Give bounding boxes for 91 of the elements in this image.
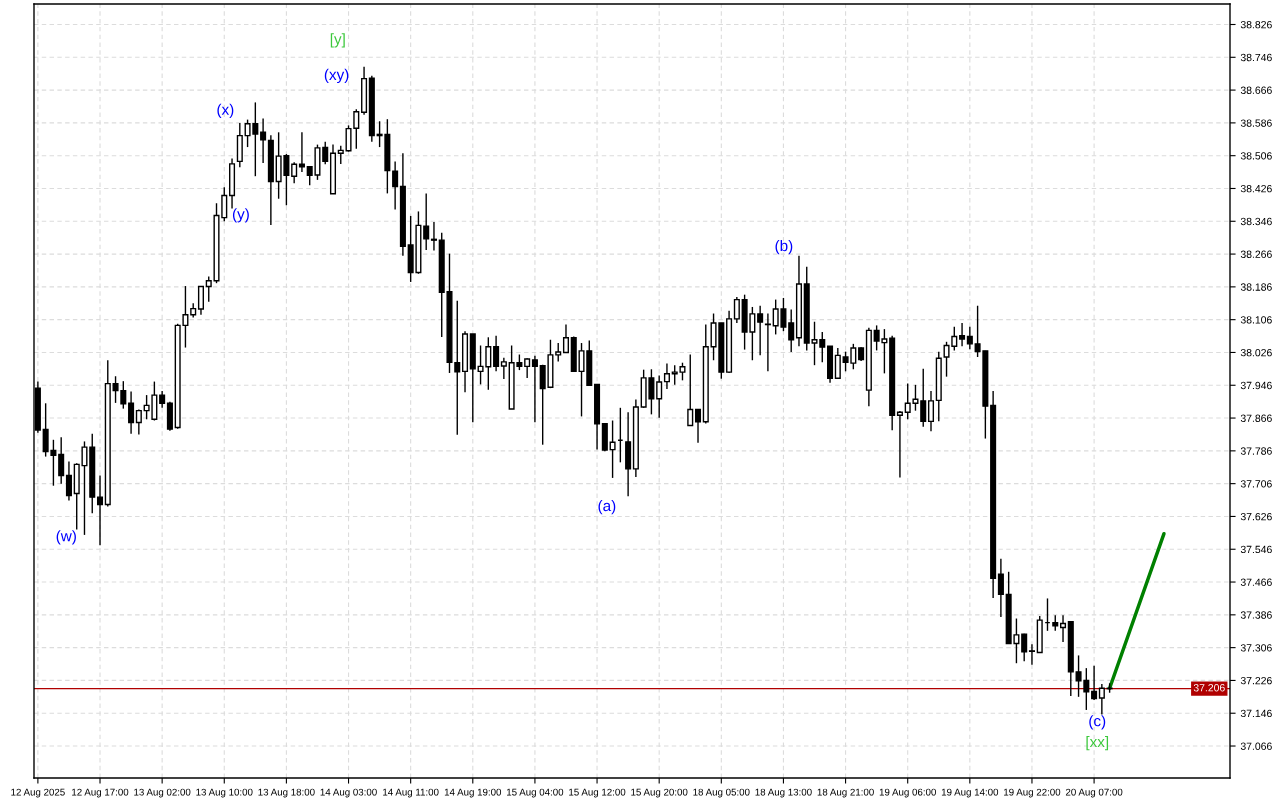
y-tick-label: 37.626 (1240, 512, 1272, 521)
candlestick (920, 368, 927, 428)
candlestick (1028, 643, 1035, 666)
candlestick (959, 322, 966, 348)
candlestick (764, 312, 771, 373)
candlestick (430, 221, 437, 252)
ref-line-label: 37.206 (1193, 684, 1225, 692)
candlestick (65, 460, 72, 502)
candlestick (524, 357, 531, 379)
x-tick-label: 12 Aug 17:00 (72, 788, 129, 798)
candlestick (656, 374, 663, 419)
candlestick (423, 192, 430, 251)
annotation: (b) (775, 239, 793, 255)
annotation: [y] (330, 33, 345, 48)
candlestick (128, 390, 135, 435)
candlestick (135, 408, 142, 436)
x-tick-label: 20 Aug 07:00 (1065, 788, 1123, 798)
x-tick-label: 19 Aug 06:00 (879, 788, 936, 798)
annotation: (c) (1089, 715, 1106, 730)
y-tick-label: 38.026 (1240, 348, 1272, 357)
candlestick (555, 342, 562, 363)
x-tick-label: 19 Aug 22:00 (1004, 788, 1061, 798)
y-tick-label: 38.426 (1240, 184, 1272, 193)
candlestick (58, 436, 65, 485)
y-tick-label: 37.306 (1240, 644, 1272, 652)
candlestick (562, 323, 570, 354)
candlestick (663, 362, 670, 390)
x-tick-label: 15 Aug 04:00 (507, 788, 564, 798)
y-tick-label: 37.786 (1240, 447, 1272, 455)
x-tick-label: 18 Aug 13:00 (755, 788, 812, 798)
x-tick-label: 13 Aug 18:00 (258, 788, 315, 798)
y-tick-label: 38.506 (1240, 152, 1272, 160)
candlestick (531, 355, 538, 423)
candlestick (834, 347, 841, 380)
y-tick-label: 38.586 (1240, 119, 1272, 127)
candlestick (197, 285, 204, 316)
candlestick (1098, 683, 1105, 716)
candlestick (291, 161, 298, 184)
x-tick-label: 15 Aug 12:00 (569, 788, 626, 798)
y-tick-label: 37.546 (1240, 545, 1272, 554)
annotation: (w) (56, 530, 76, 545)
candlestick (788, 308, 795, 353)
candlestick (500, 357, 507, 380)
candlestick (1091, 664, 1098, 701)
candlestick (687, 353, 694, 427)
annotation: (x) (217, 103, 234, 118)
candlestick (694, 408, 702, 444)
x-tick-label: 14 Aug 03:00 (320, 788, 377, 798)
candlestick (392, 160, 399, 211)
y-tick-label: 37.866 (1240, 414, 1272, 422)
y-tick-label: 37.146 (1240, 709, 1272, 718)
annotation: (a) (598, 499, 616, 515)
annotation: [xx] (1086, 736, 1109, 751)
x-tick-label: 15 Aug 20:00 (631, 788, 688, 798)
y-tick-label: 38.266 (1240, 250, 1272, 258)
x-tick-label: 14 Aug 19:00 (444, 788, 502, 798)
x-tick-label: 13 Aug 10:00 (196, 788, 253, 798)
candlestick (997, 557, 1004, 618)
candlestick (260, 117, 267, 164)
y-tick-label: 37.066 (1240, 742, 1272, 750)
y-tick-label: 38.666 (1240, 86, 1272, 94)
candlestick (493, 334, 500, 373)
candlestick (966, 325, 973, 350)
candlestick (896, 410, 903, 479)
x-tick-label: 13 Aug 02:00 (134, 788, 191, 798)
x-tick-label: 12 Aug 2025 (11, 788, 65, 798)
candlestick (1060, 614, 1067, 643)
y-tick-label: 37.706 (1240, 480, 1272, 488)
y-tick-label: 38.106 (1240, 316, 1272, 324)
candlestick (1021, 632, 1028, 662)
y-tick-label: 38.826 (1240, 21, 1272, 29)
candlestick (96, 474, 104, 546)
y-tick-label: 38.346 (1240, 217, 1272, 226)
candlestick (757, 305, 764, 357)
x-tick-label: 18 Aug 21:00 (817, 788, 874, 798)
y-tick-label: 37.386 (1240, 611, 1272, 619)
x-tick-label: 14 Aug 11:00 (383, 788, 439, 798)
candlestick (733, 296, 740, 324)
x-tick-label: 19 Aug 14:00 (941, 788, 999, 798)
annotation: (xy) (324, 68, 349, 84)
y-tick-label: 38.186 (1240, 283, 1272, 291)
candlestick (322, 141, 329, 165)
candlestick (337, 145, 344, 165)
y-tick-label: 37.946 (1240, 381, 1272, 390)
y-tick-label: 37.226 (1240, 676, 1272, 685)
candlestick (609, 419, 616, 479)
candlestick (927, 390, 935, 432)
y-tick-label: 37.466 (1240, 578, 1272, 586)
annotation: (y) (232, 208, 249, 223)
y-tick-label: 38.746 (1240, 53, 1272, 62)
x-tick-label: 18 Aug 05:00 (693, 788, 750, 798)
